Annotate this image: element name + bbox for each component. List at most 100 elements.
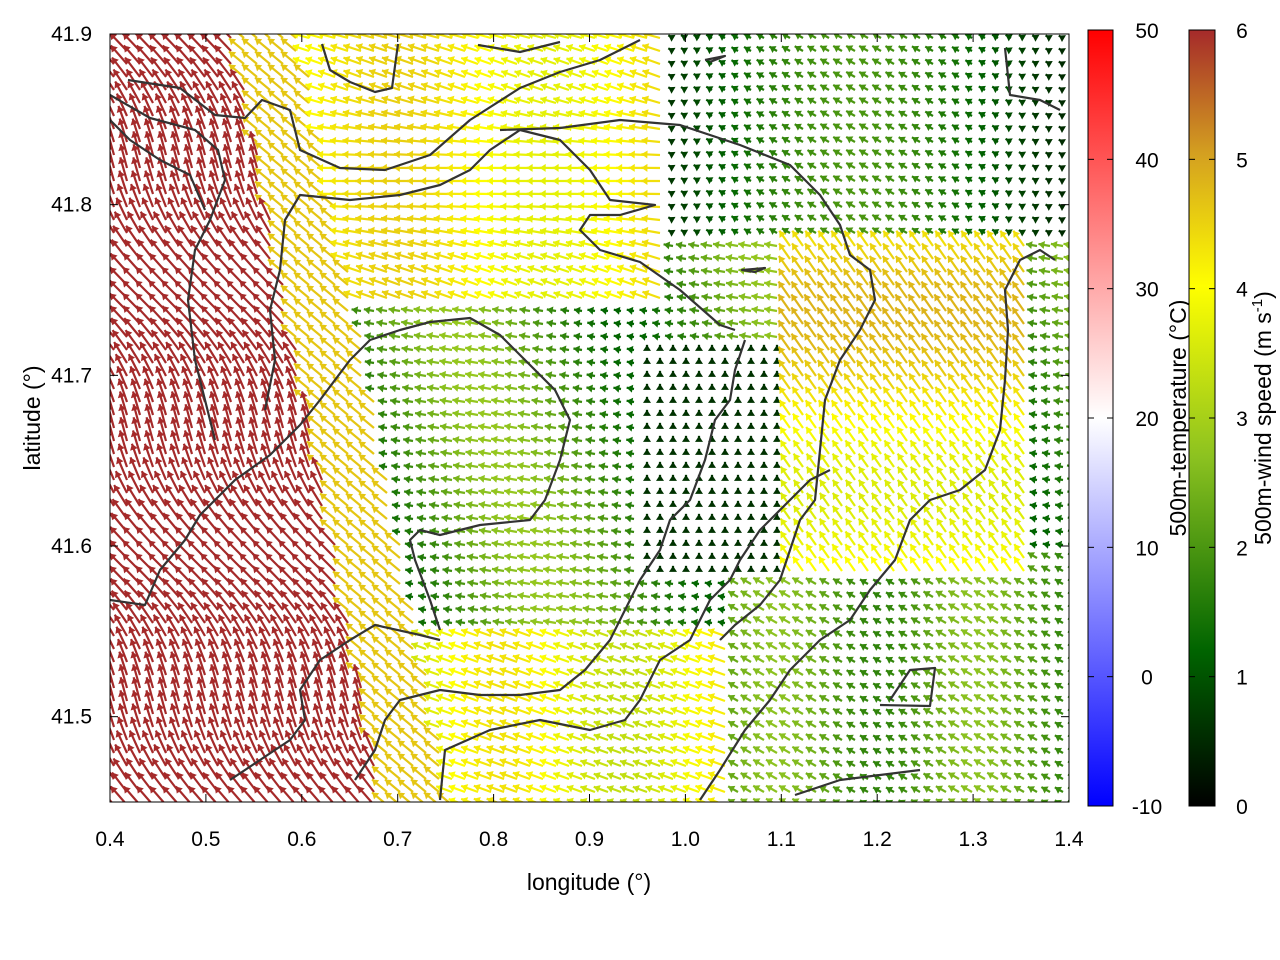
wind-vector-head [668, 216, 676, 224]
wind-vector-head [629, 251, 637, 260]
wind-vector-head [1038, 241, 1046, 249]
wind-vector-head [130, 118, 139, 126]
wind-vector-head [407, 239, 415, 247]
wind-vector-head [603, 150, 610, 159]
wind-vector-head [833, 97, 841, 105]
wind-vector-head [665, 332, 672, 341]
wind-vector-head [200, 280, 208, 288]
wind-vector-head [833, 175, 841, 183]
wind-vector-head [616, 202, 623, 211]
wind-vector-head [222, 144, 231, 152]
wind-vector-head [578, 136, 585, 145]
wind-vector-head [756, 215, 764, 223]
wind-vector-head [938, 85, 946, 93]
wind-vector-head [882, 268, 890, 276]
wind-vector-head [487, 251, 495, 260]
wind-vector-head [718, 189, 727, 197]
wind-vector-head [898, 149, 906, 157]
wind-vector-head [255, 168, 263, 176]
wind-vector-head [992, 203, 1000, 211]
wind-vector-head [680, 190, 689, 198]
wind-vector-head [859, 175, 867, 183]
wind-vector-head [925, 202, 933, 209]
wind-vector-head [460, 202, 467, 211]
wind-vector-head [248, 157, 256, 165]
wind-vector-head [421, 289, 429, 298]
wind-vector-head [473, 202, 480, 211]
wind-vector-head [652, 332, 660, 341]
wind-vector-head [1058, 139, 1066, 147]
wind-vector-head [734, 344, 742, 351]
wind-vector-head [140, 211, 148, 219]
wind-vector-head [101, 212, 108, 219]
wind-vector-head [846, 162, 854, 170]
wind-vector-head [579, 264, 587, 273]
wind-vector-head [895, 320, 903, 328]
wind-vector-head [1012, 281, 1020, 289]
wind-vector-head [843, 281, 851, 289]
wind-vector-head [859, 34, 866, 40]
wind-vector-head [307, 233, 315, 241]
wind-vector-head [978, 189, 986, 197]
wind-vector-head [505, 332, 512, 340]
wind-vector-head [833, 34, 840, 40]
wind-vector-head [364, 319, 371, 328]
wind-vector-head [938, 163, 946, 171]
wind-vector-head [856, 333, 864, 341]
wind-vector-head [565, 227, 573, 236]
wind-vector [1072, 231, 1076, 233]
wind-vector-head [1072, 139, 1079, 146]
wind-vector [1072, 127, 1076, 129]
wind-vector-head [231, 211, 239, 219]
wind-vector-head [1032, 151, 1040, 159]
wind-vector-head [586, 345, 594, 354]
wind-vector-head [778, 268, 786, 276]
wind-vector-head [938, 59, 946, 67]
wind-vector-head [214, 21, 221, 28]
wind-vector-head [992, 151, 1000, 159]
wind-vector [1072, 88, 1076, 90]
wind-vector-head [305, 95, 313, 104]
wind-vector-head [333, 298, 341, 306]
wind-vector-head [676, 280, 684, 289]
wind-vector-head [617, 264, 625, 272]
wind-vector-head [565, 163, 572, 172]
wind-vector-head [751, 331, 759, 340]
wind-vector-head [1072, 126, 1079, 133]
wind-vector-head [127, 211, 135, 219]
wind-vector-head [794, 110, 802, 118]
wind-vector-head [872, 188, 880, 196]
wind-vector-head [591, 227, 598, 236]
wind-vector-head [539, 189, 546, 198]
wind-vector-head [228, 239, 236, 247]
wind-vector-head [110, 133, 113, 137]
wind-vector-head [738, 292, 746, 301]
wind-vector-head [898, 58, 906, 66]
wind-vector-head [130, 170, 139, 178]
wind-vector-head [268, 38, 276, 46]
wind-vector-head [433, 214, 440, 223]
wind-vector-head [642, 68, 650, 77]
wind-vector-head [885, 97, 893, 105]
wind-vector-head [680, 203, 689, 211]
wind-vector-head [110, 369, 111, 371]
wind-vector-head [1040, 345, 1047, 354]
wind-vector-head [149, 21, 156, 28]
wind-vector-head [526, 202, 533, 211]
wind-vector-head [781, 97, 790, 105]
wind-vector-head [833, 188, 841, 196]
wind-vector-head [778, 294, 786, 302]
wind-vector-head [872, 136, 880, 144]
wind-vector-head [117, 170, 126, 178]
wind-vector [1072, 153, 1076, 155]
wind-vector-head [656, 344, 664, 351]
wind-vector-head [947, 320, 955, 328]
wind-vector-head [452, 344, 459, 353]
wind-vector-head [248, 131, 256, 139]
wind-vector-head [281, 324, 289, 332]
wind-vector-head [604, 43, 612, 52]
wind-vector-head [895, 333, 903, 341]
wind-vector-head [965, 72, 973, 80]
wind-vector-head [921, 320, 929, 328]
wind-vector-head [721, 344, 729, 351]
